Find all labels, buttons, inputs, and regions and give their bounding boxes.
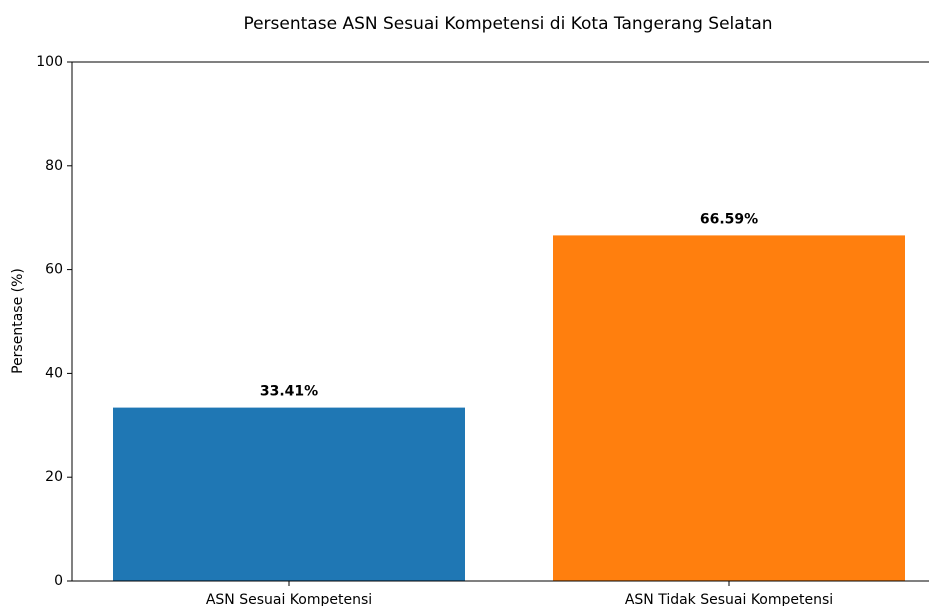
bar bbox=[113, 407, 465, 581]
chart-title: Persentase ASN Sesuai Kompetensi di Kota… bbox=[243, 14, 772, 34]
bar bbox=[553, 235, 905, 582]
y-tick-label: 60 bbox=[45, 262, 63, 278]
y-axis-label: Persentase (%) bbox=[10, 268, 26, 374]
y-tick-label: 80 bbox=[45, 158, 63, 174]
y-tick-label: 100 bbox=[36, 54, 63, 70]
x-tick-label: ASN Tidak Sesuai Kompetensi bbox=[625, 592, 833, 606]
x-tick-label: ASN Sesuai Kompetensi bbox=[206, 592, 372, 606]
y-tick-label: 0 bbox=[54, 573, 63, 589]
data-label: 33.41% bbox=[260, 384, 318, 400]
y-tick-label: 40 bbox=[45, 365, 63, 381]
data-label: 66.59% bbox=[700, 211, 758, 227]
y-tick-label: 20 bbox=[45, 469, 63, 485]
